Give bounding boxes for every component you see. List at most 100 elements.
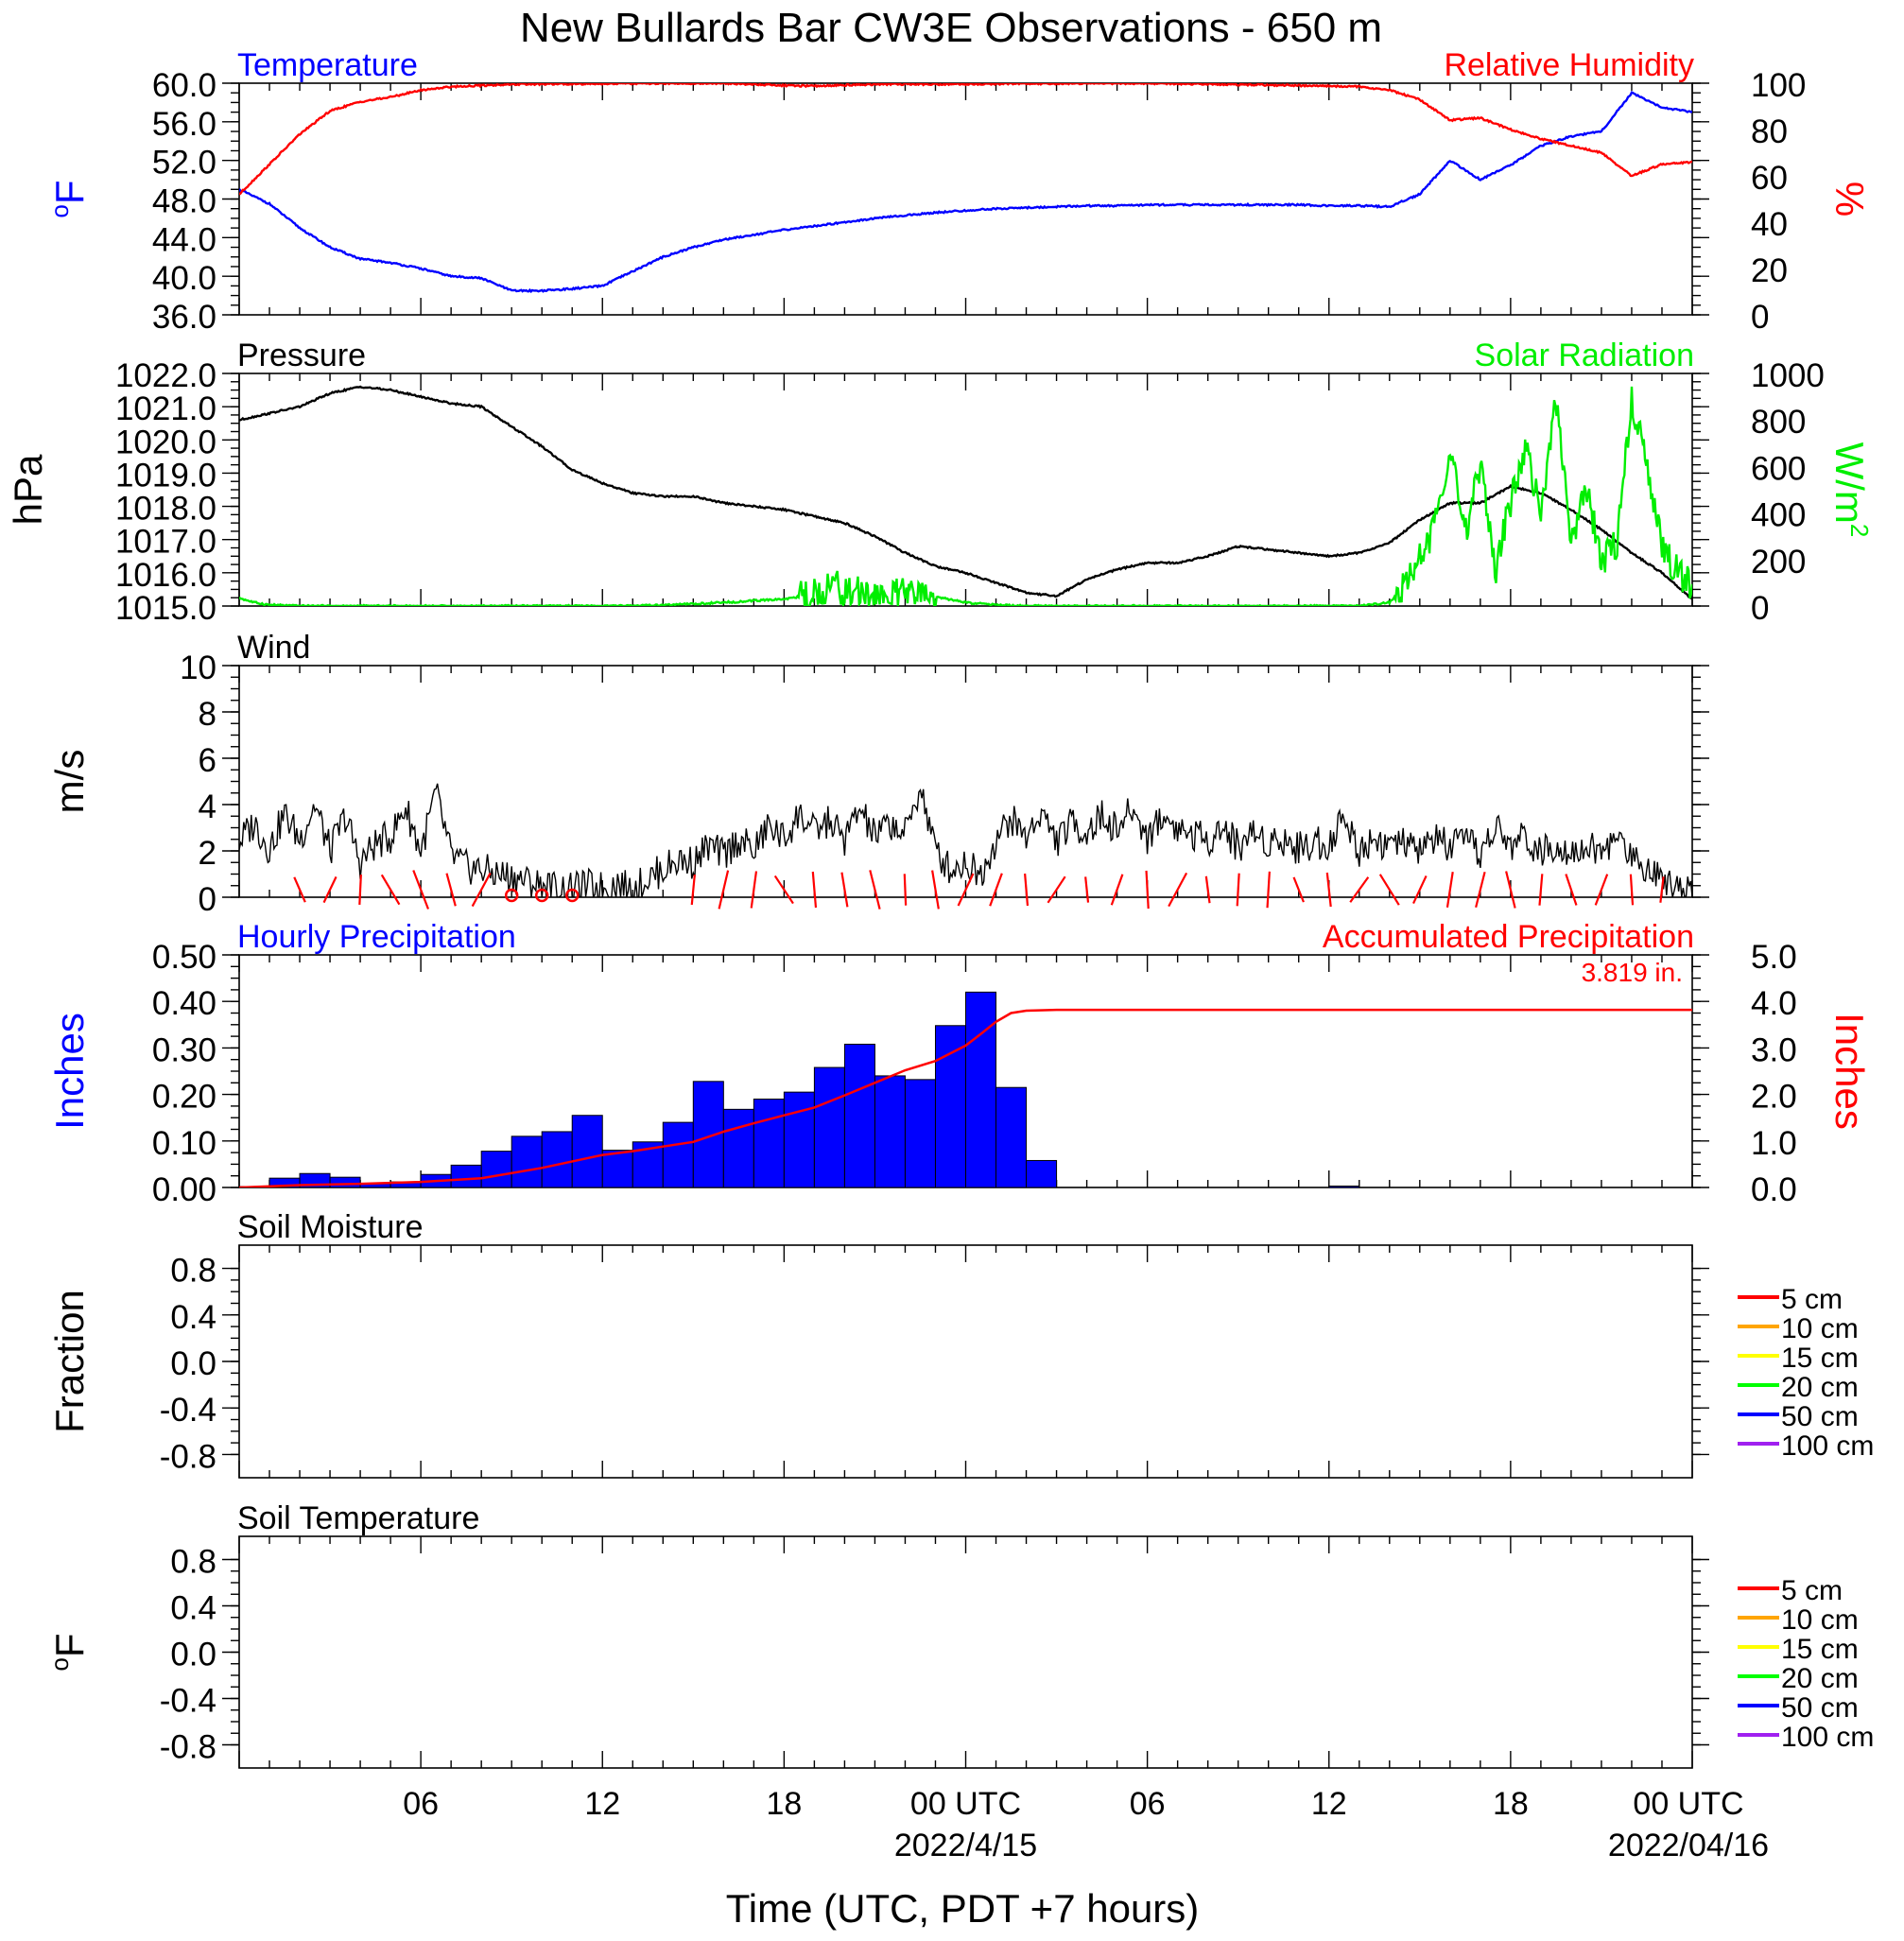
wind-barb: [1565, 874, 1578, 906]
y-tick-label-left: 0.8: [170, 1253, 216, 1290]
unit-letter: F: [47, 1633, 92, 1657]
wind-barb: [989, 873, 1003, 907]
wind-barb: [690, 874, 696, 906]
y-tick-label-right: 60: [1751, 160, 1788, 197]
y-tick-label-left: -0.8: [160, 1729, 216, 1766]
y-tick-label-left: 0.50: [152, 939, 216, 976]
y-tick-label-right: 400: [1751, 497, 1806, 534]
wind-barb: [1266, 871, 1271, 909]
panel-title-left: Hourly Precipitation: [237, 919, 516, 955]
wind-barb: [1110, 874, 1124, 906]
wind-barb: [869, 870, 881, 910]
legend-label: 10 cm: [1781, 1604, 1859, 1636]
data-layer: [239, 83, 1692, 294]
panel-title-left: Pressure: [237, 338, 366, 373]
y-tick-label-left: -0.4: [160, 1683, 216, 1720]
y-axis-label-left: hPa: [6, 454, 50, 525]
wind-barb: [1292, 876, 1305, 903]
degree-sign: o: [45, 204, 74, 217]
y-tick-label-left: 8: [199, 696, 216, 733]
y-tick-label-right: 0: [1751, 299, 1769, 336]
y-tick-label-left: 0.4: [170, 1299, 216, 1336]
panel-soil-moisture: -0.8 -0.4 0.0 0.4 0.8 Soil Moisture Fraction 5 …: [47, 1209, 1874, 1479]
precip-bar: [541, 1131, 573, 1187]
plot-frame: [238, 1244, 1693, 1479]
y-axis-label-left: m/s: [47, 750, 92, 814]
y-axis-label-left: Inches: [47, 1013, 92, 1130]
precip-bar: [904, 1079, 936, 1187]
y-tick-label-right: 1000: [1751, 357, 1825, 394]
y-tick-label-right: 20: [1751, 252, 1788, 289]
panel-title-right: Accumulated Precipitation: [1323, 919, 1694, 955]
series-line-temperature: [239, 91, 1692, 294]
wind-barb: [1378, 874, 1400, 906]
wind-barb: [1236, 873, 1240, 907]
legend-label: 50 cm: [1781, 1401, 1859, 1432]
panel-title-left: Temperature: [237, 47, 418, 83]
panels: 36.040.044.048.052.056.060.0020406080100…: [6, 47, 1874, 1769]
panel-pressure: 1015.01016.01017.01018.01019.01020.01021…: [6, 338, 1874, 627]
calm-wind-marker: [504, 888, 519, 903]
wind-barb: [1445, 872, 1454, 908]
precip-bar: [722, 1108, 754, 1187]
legend-label: 50 cm: [1781, 1692, 1859, 1724]
x-tick-label: 00 UTC: [910, 1786, 1021, 1822]
y-tick-label-left: 1018.0: [115, 491, 216, 528]
y-tick-label-right: 80: [1751, 113, 1788, 150]
y-tick-label-left: 52.0: [152, 145, 216, 182]
legend-label: 10 cm: [1781, 1313, 1859, 1344]
precip-bar: [965, 991, 997, 1187]
accumulated-precip-line: [239, 1008, 1692, 1187]
precip-bar: [480, 1151, 512, 1187]
precip-bar: [783, 1091, 815, 1187]
data-layer: [239, 385, 1692, 606]
calm-wind-marker: [534, 888, 549, 903]
y-tick-label-left: 0.20: [152, 1079, 216, 1116]
precip-bar: [662, 1121, 694, 1187]
precip-bar: [843, 1043, 875, 1187]
precip-bar: [450, 1164, 482, 1187]
precip-bar: [1026, 1159, 1058, 1187]
unit-letter: F: [47, 180, 92, 204]
x-axis: 06 12 18 00 UTC 06 12 18 00 UTC 2022/4/15 2022/04…: [403, 1786, 1769, 1863]
x-date-label: 2022/4/15: [894, 1828, 1037, 1863]
y-tick-label-right: 3.0: [1751, 1031, 1797, 1068]
precip-bar: [329, 1176, 361, 1187]
panel-title-left: Soil Temperature: [237, 1500, 479, 1536]
series-line-solar-radiation: [239, 386, 1692, 606]
y-tick-label-left: 0.0: [170, 1637, 216, 1673]
legend-label: 100 cm: [1781, 1430, 1874, 1462]
wind-barb: [1629, 874, 1635, 906]
legend-label: 100 cm: [1781, 1722, 1874, 1753]
y-tick-label-right: 0.0: [1751, 1171, 1797, 1208]
series-line-relative-humidity: [239, 83, 1692, 196]
y-axis-label-left: oF: [45, 1633, 92, 1671]
y-tick-label-left: 40.0: [152, 260, 216, 297]
wind-barb: [1659, 876, 1665, 903]
wind-barb: [412, 870, 430, 910]
y-tick-label-left: 48.0: [152, 183, 216, 220]
precip-bar: [601, 1150, 633, 1187]
y-tick-label-left: 1015.0: [115, 590, 216, 627]
panel-wind: 0 2 4 6 8 10 Wind m/s: [47, 630, 1709, 918]
y-tick-label-left: 1017.0: [115, 524, 216, 561]
y-tick-label-left: 0.4: [170, 1590, 216, 1627]
wind-barb: [1084, 876, 1090, 903]
x-tick-label: 12: [584, 1786, 620, 1822]
precip-bar: [753, 1099, 785, 1187]
wind-barb: [1349, 876, 1370, 903]
y-tick-label-left: 1016.0: [115, 557, 216, 594]
wind-barb: [445, 873, 457, 907]
unit-text: W/m: [1827, 442, 1872, 524]
wind-barb: [1204, 875, 1211, 904]
data-layer: [239, 783, 1692, 897]
wind-barb: [471, 872, 492, 908]
wind-barb: [1594, 874, 1609, 906]
y-tick-label-left: 0.0: [170, 1345, 216, 1382]
accumulation-annotation: 3.819 in.: [1582, 958, 1683, 987]
wind-barb: [293, 876, 306, 903]
series-line-pressure: [239, 385, 1692, 600]
